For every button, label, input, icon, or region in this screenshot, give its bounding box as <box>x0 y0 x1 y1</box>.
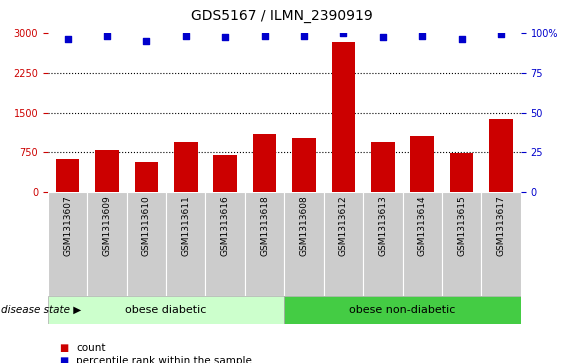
Bar <box>95 150 119 192</box>
Bar <box>481 192 521 296</box>
Bar <box>135 162 158 192</box>
Bar <box>253 134 276 192</box>
Bar <box>410 136 434 192</box>
Bar <box>332 42 355 192</box>
Text: GSM1313614: GSM1313614 <box>418 196 427 256</box>
Text: ■: ■ <box>59 343 68 353</box>
Bar <box>371 142 395 192</box>
Text: percentile rank within the sample: percentile rank within the sample <box>76 356 252 363</box>
Bar <box>489 119 513 192</box>
Point <box>221 34 230 40</box>
Bar <box>213 155 237 192</box>
Text: GSM1313616: GSM1313616 <box>221 196 230 256</box>
Bar <box>48 296 284 324</box>
Bar <box>450 153 473 192</box>
Point <box>457 36 466 42</box>
Text: GSM1313612: GSM1313612 <box>339 196 348 256</box>
Text: GSM1313607: GSM1313607 <box>63 196 72 256</box>
Bar <box>442 192 481 296</box>
Bar <box>56 159 79 192</box>
Text: GSM1313608: GSM1313608 <box>300 196 309 256</box>
Text: disease state ▶: disease state ▶ <box>1 305 82 315</box>
Bar <box>174 142 198 192</box>
Text: GSM1313613: GSM1313613 <box>378 196 387 256</box>
Text: count: count <box>76 343 105 353</box>
Bar <box>284 296 521 324</box>
Point <box>300 33 309 39</box>
Point <box>339 30 348 36</box>
Text: obese non-diabetic: obese non-diabetic <box>350 305 455 315</box>
Text: obese diabetic: obese diabetic <box>126 305 207 315</box>
Bar <box>363 192 403 296</box>
Point <box>181 33 190 39</box>
Text: GDS5167 / ILMN_2390919: GDS5167 / ILMN_2390919 <box>191 9 372 23</box>
Bar <box>403 192 442 296</box>
Point <box>418 33 427 39</box>
Bar <box>324 192 363 296</box>
Point <box>260 33 269 39</box>
Text: GSM1313609: GSM1313609 <box>102 196 111 256</box>
Point <box>497 31 506 37</box>
Bar <box>284 192 324 296</box>
Bar <box>292 138 316 192</box>
Text: GSM1313615: GSM1313615 <box>457 196 466 256</box>
Bar <box>48 192 87 296</box>
Text: GSM1313611: GSM1313611 <box>181 196 190 256</box>
Bar <box>127 192 166 296</box>
Bar <box>205 192 245 296</box>
Text: GSM1313610: GSM1313610 <box>142 196 151 256</box>
Point <box>63 36 72 42</box>
Text: GSM1313617: GSM1313617 <box>497 196 506 256</box>
Bar <box>245 192 284 296</box>
Text: GSM1313618: GSM1313618 <box>260 196 269 256</box>
Text: ■: ■ <box>59 356 68 363</box>
Bar <box>166 192 205 296</box>
Point <box>102 33 111 39</box>
Point <box>142 38 151 44</box>
Bar <box>87 192 127 296</box>
Point <box>378 34 387 40</box>
